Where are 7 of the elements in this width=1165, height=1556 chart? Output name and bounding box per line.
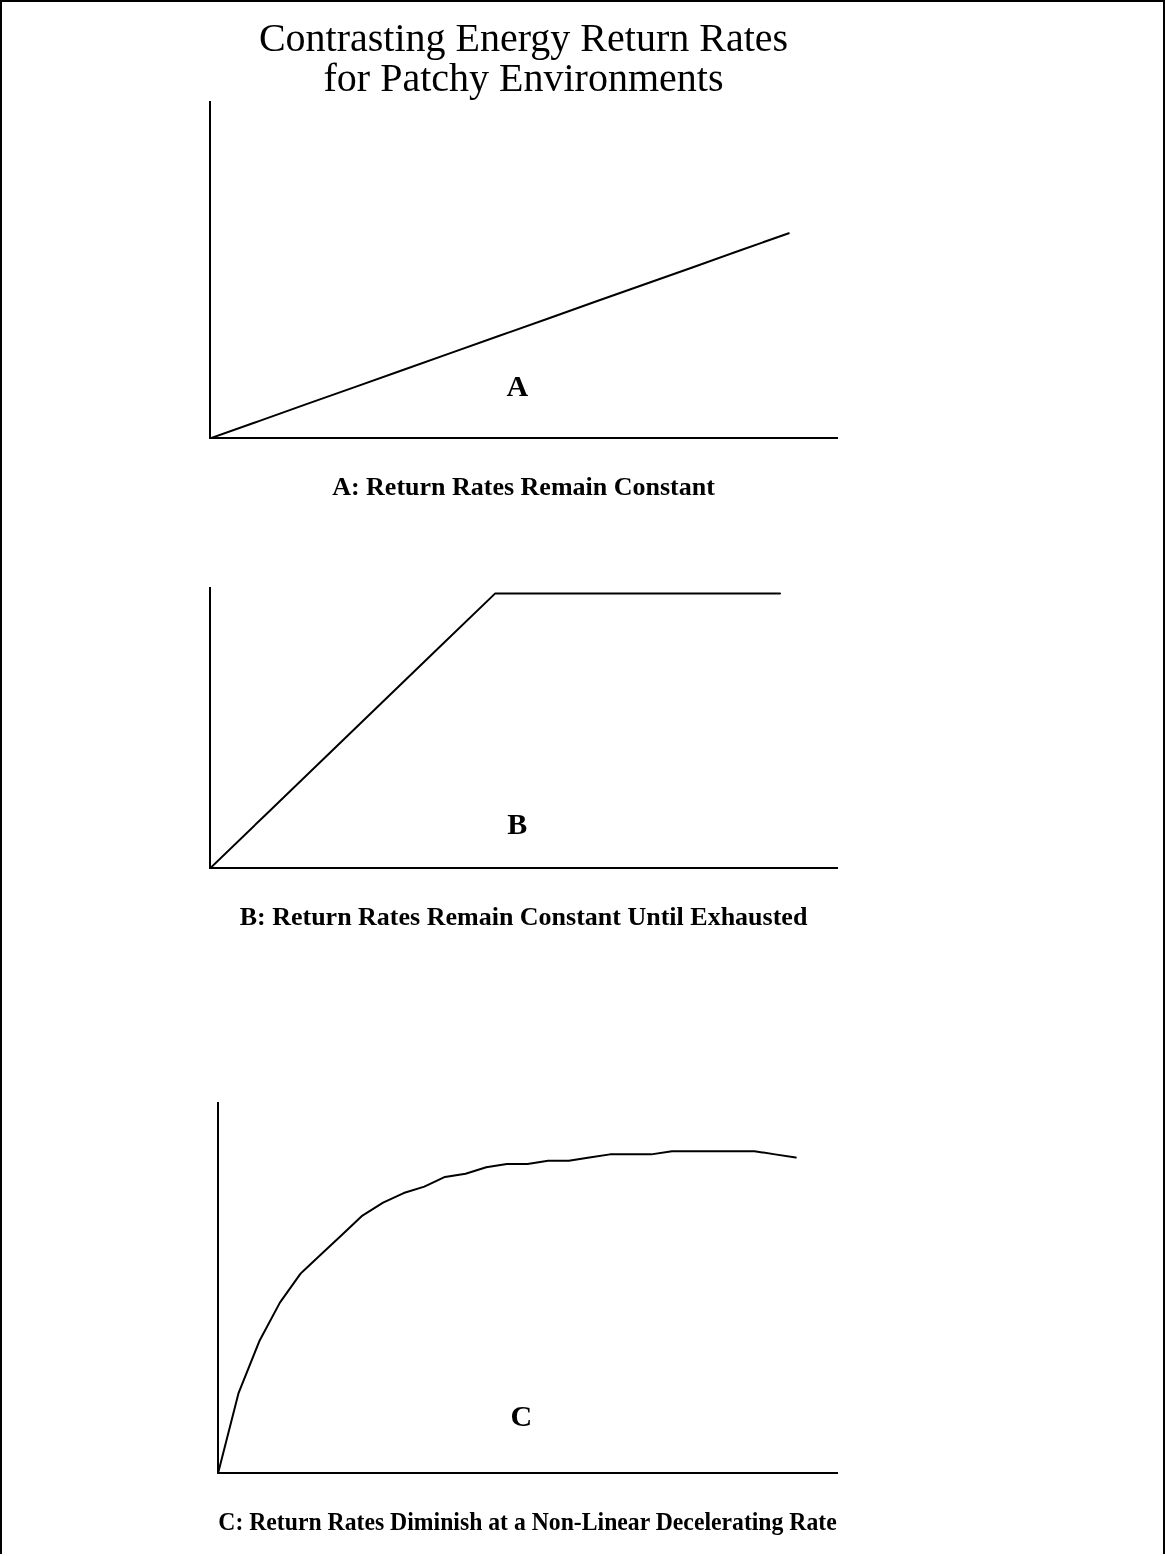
x-axis-title: A: Return Rates Remain Constant — [332, 472, 716, 502]
annotation: C — [510, 1398, 533, 1432]
x-axis-title: B: Return Rates Remain Constant Until Exhausted — [239, 902, 808, 932]
chart-title: Contrasting Energy Return Rates for Patchy Environments — [258, 14, 789, 100]
annotation: A — [506, 368, 529, 402]
annotation: B — [507, 807, 528, 841]
x-axis-title: C: Return Rates Diminish at a Non-Linear Decelerating Rate — [218, 1507, 837, 1536]
